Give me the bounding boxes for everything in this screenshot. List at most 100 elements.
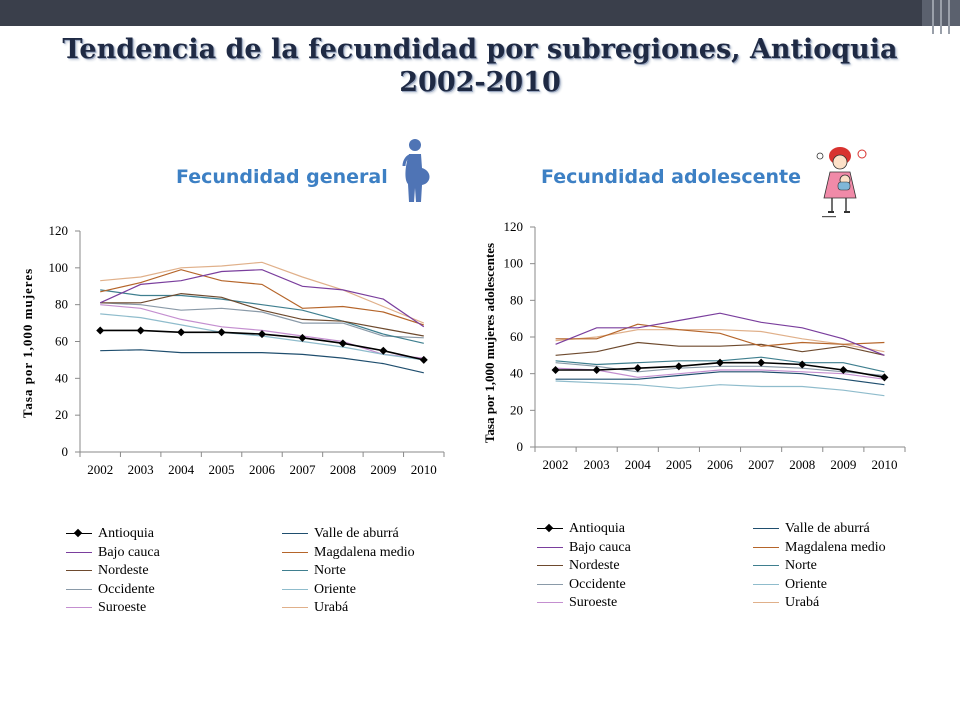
- legend-swatch: [753, 546, 779, 548]
- y-tick-label: 120: [504, 219, 524, 234]
- y-tick-label: 0: [62, 444, 69, 459]
- data-point: [96, 326, 105, 335]
- legend-swatch: [537, 583, 563, 585]
- y-tick-label: 20: [510, 402, 523, 417]
- slide-title-line2: 2002-2010: [399, 67, 561, 98]
- data-point: [258, 330, 266, 339]
- y-tick-label: 120: [49, 223, 69, 238]
- data-point: [419, 355, 428, 364]
- x-tick-label: 2005: [209, 462, 235, 477]
- data-point: [880, 373, 889, 382]
- slide-title: Tendencia de la fecundidad por subregion…: [0, 33, 960, 99]
- series-line-nordeste: [100, 292, 424, 337]
- legend-label: Magdalena medio: [314, 544, 415, 560]
- x-tick-label: 2008: [789, 457, 815, 472]
- data-point: [592, 366, 601, 374]
- top-bar: [0, 0, 922, 26]
- series-line-nordeste: [555, 341, 885, 356]
- series-line-suroeste: [555, 367, 885, 380]
- series-line-occidente: [100, 302, 424, 339]
- y-tick-label: 60: [55, 334, 68, 349]
- legend-label: Magdalena medio: [785, 539, 886, 555]
- legend-general: Antioquia Valle de aburrá Bajo cauca Magdal…: [66, 525, 456, 620]
- data-point: [136, 326, 145, 335]
- data-point: [633, 364, 642, 373]
- x-tick-label: 2010: [411, 462, 437, 477]
- series-line-norte: [100, 289, 424, 344]
- chart-fecundidad-adolescente: 0 20 40 60 80 100 120 2002 2003 2004 2005 2006 2007 2…: [482, 219, 906, 472]
- y-tick-label: 80: [55, 297, 68, 312]
- legend-swatch: [282, 533, 308, 534]
- y-tick-label: 40: [55, 370, 68, 385]
- x-tick-label: 2010: [871, 457, 897, 472]
- x-tick-label: 2002: [543, 457, 569, 472]
- data-point: [839, 366, 848, 374]
- series-line-valle-de-aburr-: [100, 349, 424, 374]
- legend-label: Occidente: [569, 576, 626, 592]
- y-tick-label: 40: [510, 366, 523, 381]
- legend-swatch: [537, 602, 563, 603]
- y-tick-label: 60: [510, 329, 523, 344]
- girl-with-baby-icon: [816, 147, 867, 218]
- subtitle-adolescent: Fecundidad adolescente: [541, 166, 801, 188]
- y-axis-label: Tasa por 1,000 mujeres: [20, 268, 35, 418]
- legend-label: Valle de aburrá: [314, 526, 399, 541]
- y-tick-label: 100: [504, 256, 524, 271]
- x-tick-label: 2008: [330, 462, 356, 477]
- decor-line: [932, 0, 934, 34]
- decor-line: [948, 0, 950, 34]
- legend-label: Oriente: [314, 581, 356, 597]
- y-tick-label: 100: [49, 260, 69, 275]
- data-point: [716, 358, 724, 367]
- series-line-magdalena-medio: [100, 269, 424, 326]
- legend-swatch: [282, 607, 308, 608]
- x-tick-label: 2009: [830, 457, 856, 472]
- series-line-bajo-cauca: [99, 269, 425, 328]
- chart-fecundidad-general: 0 20 40 60 80 100 120 2002 2003 2004 2005 2006 2007 2…: [20, 223, 445, 477]
- series-line-valle-de-aburr-: [555, 371, 885, 386]
- legend-label: Norte: [785, 558, 817, 573]
- legend-marker: [544, 523, 554, 533]
- legend-label: Urabá: [785, 595, 820, 610]
- x-tick-label: 2009: [370, 462, 396, 477]
- legend-label: Nordeste: [98, 563, 149, 578]
- y-tick-label: 0: [517, 439, 524, 454]
- legend-label: Urabá: [314, 600, 349, 615]
- x-tick-label: 2007: [748, 457, 775, 472]
- pregnant-woman-icon: [402, 139, 430, 202]
- legend-swatch: [282, 588, 308, 590]
- legend-label: Valle de aburrá: [785, 521, 870, 536]
- legend-label: Oriente: [785, 576, 827, 592]
- slide-title-line1: Tendencia de la fecundidad por subregion…: [62, 34, 898, 65]
- legend-swatch: [66, 551, 92, 553]
- legend-adolescente: Antioquia Valle de aburrá Bajo cauca Magdal…: [537, 520, 927, 615]
- legend-swatch: [753, 583, 779, 585]
- x-tick-label: 2005: [666, 457, 692, 472]
- legend-swatch: [282, 551, 308, 553]
- subtitle-general: Fecundidad general: [176, 166, 388, 188]
- data-point: [338, 339, 347, 348]
- legend-swatch: [66, 570, 92, 571]
- legend-swatch: [282, 570, 308, 571]
- data-point: [217, 328, 226, 337]
- legend-swatch: [753, 565, 779, 566]
- legend-swatch: [537, 546, 563, 548]
- data-point: [674, 362, 683, 371]
- legend-swatch: [753, 602, 779, 603]
- legend-label: Antioquia: [98, 526, 154, 541]
- x-tick-label: 2003: [128, 462, 154, 477]
- legend-swatch: [66, 588, 92, 590]
- data-point: [177, 328, 186, 337]
- data-point: [379, 346, 388, 355]
- data-point: [798, 360, 807, 369]
- legend-label: Occidente: [98, 581, 155, 597]
- legend-marker: [73, 528, 83, 538]
- legend-label: Nordeste: [569, 558, 620, 573]
- x-tick-label: 2002: [87, 462, 113, 477]
- legend-label: Bajo cauca: [569, 539, 631, 555]
- x-tick-label: 2007: [289, 462, 316, 477]
- data-point: [298, 333, 307, 342]
- x-tick-label: 2004: [625, 457, 652, 472]
- legend-label: Norte: [314, 563, 346, 578]
- y-tick-label: 80: [510, 292, 523, 307]
